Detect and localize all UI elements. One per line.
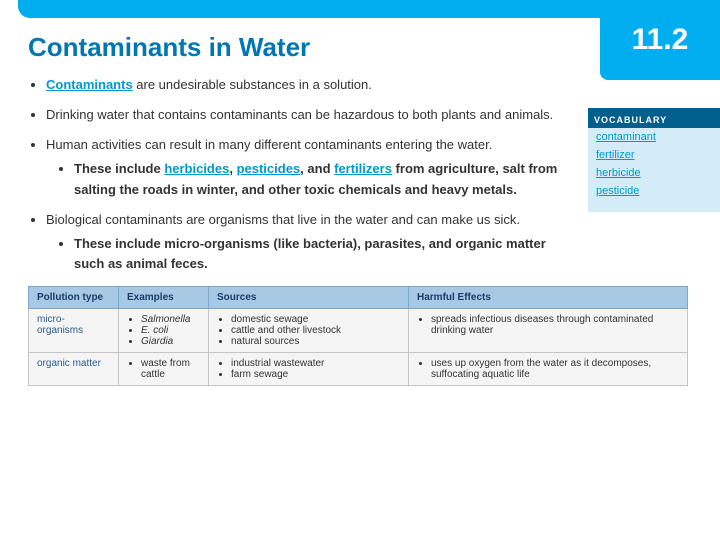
table-header-row: Pollution type Examples Sources Harmful … xyxy=(29,287,688,309)
cell-examples: waste from cattle xyxy=(119,353,209,386)
bullet-4: Biological contaminants are organisms th… xyxy=(46,210,560,274)
cell-type: organic matter xyxy=(29,353,119,386)
vocabulary-box: VOCABULARY contaminant fertilizer herbic… xyxy=(588,108,720,212)
main-content: Contaminants are undesirable substances … xyxy=(28,75,560,274)
bullet-4a: These include micro-organisms (like bact… xyxy=(74,234,560,274)
vocab-item-fertilizer[interactable]: fertilizer xyxy=(588,146,720,164)
bullet-3-text: Human activities can result in many diff… xyxy=(46,137,492,152)
b3a-m1: , xyxy=(229,161,236,176)
b3a-pre: These include xyxy=(74,161,164,176)
bullet-4-text: Biological contaminants are organisms th… xyxy=(46,212,520,227)
th-effects: Harmful Effects xyxy=(409,287,688,309)
vocab-item-herbicide[interactable]: herbicide xyxy=(588,164,720,182)
contaminants-link[interactable]: Contaminants xyxy=(46,77,133,92)
table-row: organic matterwaste from cattleindustria… xyxy=(29,353,688,386)
th-pollution-type: Pollution type xyxy=(29,287,119,309)
fertilizers-link[interactable]: fertilizers xyxy=(334,161,392,176)
table-row: micro-organismsSalmonellaE. coliGiardiad… xyxy=(29,309,688,353)
th-examples: Examples xyxy=(119,287,209,309)
cell-effects: uses up oxygen from the water as it deco… xyxy=(409,353,688,386)
th-sources: Sources xyxy=(209,287,409,309)
bullet-1-text: are undesirable substances in a solution… xyxy=(133,77,372,92)
b3a-m2: , and xyxy=(300,161,334,176)
pollution-table: Pollution type Examples Sources Harmful … xyxy=(28,286,688,386)
bullet-3: Human activities can result in many diff… xyxy=(46,135,560,199)
vocab-item-contaminant[interactable]: contaminant xyxy=(588,128,720,146)
bullet-1: Contaminants are undesirable substances … xyxy=(46,75,560,95)
cell-effects: spreads infectious diseases through cont… xyxy=(409,309,688,353)
vocab-item-pesticide[interactable]: pesticide xyxy=(588,182,720,200)
cell-sources: industrial wastewaterfarm sewage xyxy=(209,353,409,386)
section-number-tab: 11.2 xyxy=(600,0,720,80)
bullet-3a: These include herbicides, pesticides, an… xyxy=(74,159,560,199)
cell-examples: SalmonellaE. coliGiardia xyxy=(119,309,209,353)
vocabulary-header: VOCABULARY xyxy=(588,115,720,128)
cell-sources: domestic sewagecattle and other livestoc… xyxy=(209,309,409,353)
table-body: micro-organismsSalmonellaE. coliGiardiad… xyxy=(29,309,688,386)
cell-type: micro-organisms xyxy=(29,309,119,353)
pesticides-link[interactable]: pesticides xyxy=(237,161,301,176)
bullet-2: Drinking water that contains contaminant… xyxy=(46,105,560,125)
herbicides-link[interactable]: herbicides xyxy=(164,161,229,176)
